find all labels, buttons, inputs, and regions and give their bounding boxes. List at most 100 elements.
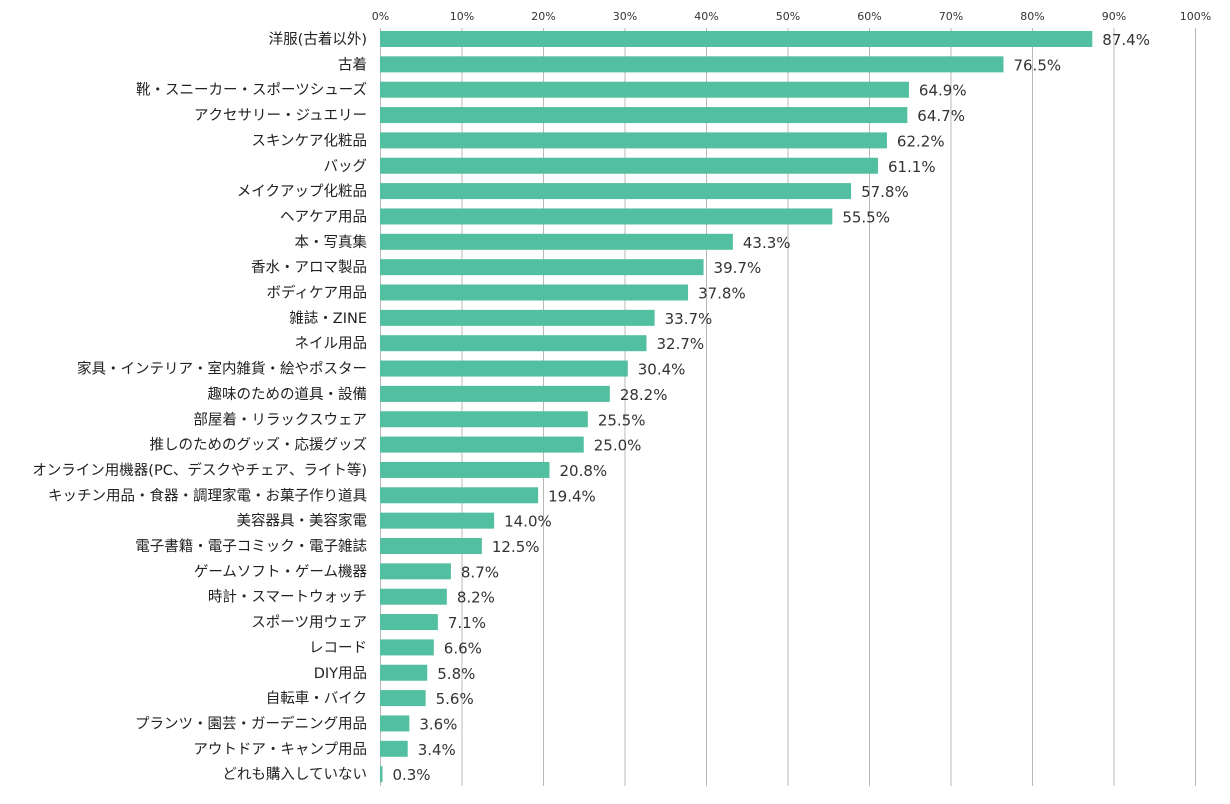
category-label: メイクアップ化粧品	[237, 183, 367, 200]
data-label: 87.4%	[1102, 31, 1150, 49]
value-labels: 87.4% 76.5% 64.9% 64.7% 62.2% 61.1% 57.8% 55.5%…	[392, 31, 1150, 784]
data-label: 19.4%	[548, 487, 596, 505]
data-label: 28.2%	[620, 386, 668, 404]
category-label: 洋服(古着以外)	[269, 31, 367, 48]
data-label: 57.8%	[861, 183, 909, 201]
category-label: レコード	[309, 640, 367, 656]
category-label: アクセサリー・ジュエリー	[194, 107, 367, 124]
data-label: 6.6%	[444, 639, 482, 657]
bar	[380, 588, 447, 605]
x-tick-label: 60%	[857, 10, 881, 23]
x-tick-label: 50%	[776, 10, 800, 23]
category-label: アウトドア・キャンプ用品	[193, 741, 367, 758]
bar	[380, 284, 689, 301]
category-label: 部屋着・リラックスウェア	[193, 411, 367, 428]
data-label: 32.7%	[657, 335, 705, 353]
category-label: 自転車・バイク	[266, 690, 367, 707]
data-label: 8.2%	[457, 589, 495, 607]
data-label: 8.7%	[461, 563, 499, 581]
bar	[380, 664, 428, 681]
data-label: 37.8%	[698, 285, 746, 303]
bar	[380, 487, 539, 504]
data-label: 25.5%	[598, 411, 646, 429]
data-label: 25.0%	[594, 437, 642, 455]
data-label: 20.8%	[560, 462, 608, 480]
bars	[380, 31, 1093, 783]
data-label: 43.3%	[743, 234, 791, 252]
data-label: 5.8%	[437, 665, 475, 683]
x-tick-label: 80%	[1020, 10, 1044, 23]
bar	[380, 309, 655, 326]
category-label: バッグ	[324, 158, 368, 175]
x-tick-label: 0%	[372, 10, 389, 23]
bar	[380, 183, 852, 200]
data-label: 5.6%	[436, 690, 474, 708]
bar	[380, 411, 588, 428]
category-label: 時計・スマートウォッチ	[208, 589, 367, 606]
category-label: 推しのためのグッズ・応援グッズ	[150, 437, 368, 454]
bar	[380, 208, 833, 225]
bar	[380, 740, 408, 757]
data-label: 33.7%	[665, 310, 713, 328]
bar	[380, 715, 410, 732]
category-label: 本・写真集	[295, 233, 368, 251]
bar	[380, 766, 383, 783]
bar	[380, 107, 908, 124]
bar	[380, 360, 628, 377]
data-label: 64.9%	[919, 82, 967, 100]
data-label: 3.4%	[418, 741, 456, 759]
category-label: どれも購入していない	[222, 766, 367, 783]
bar	[380, 690, 426, 707]
data-label: 76.5%	[1013, 56, 1061, 74]
bar	[380, 259, 704, 276]
bar	[380, 56, 1004, 73]
data-label: 55.5%	[842, 208, 890, 226]
x-tick-label: 40%	[694, 10, 718, 23]
category-label: キッチン用品・食器・調理家電・お菓子作り道具	[48, 487, 367, 504]
bar	[380, 157, 878, 174]
bar	[380, 132, 887, 149]
data-label: 61.1%	[888, 158, 936, 176]
bar	[380, 614, 438, 631]
category-label: 古着	[338, 56, 367, 73]
category-label: スキンケア化粧品	[251, 132, 367, 149]
category-label: DIY用品	[314, 665, 367, 682]
x-tick-label: 100%	[1180, 10, 1211, 23]
category-label: 香水・アロマ製品	[251, 259, 367, 276]
data-label: 30.4%	[638, 361, 686, 379]
x-tick-label: 30%	[613, 10, 637, 23]
bar	[380, 639, 434, 656]
x-tick-label: 20%	[531, 10, 555, 23]
bar	[380, 436, 584, 453]
data-label: 39.7%	[714, 259, 762, 277]
x-axis-ticks: 0% 10% 20% 30% 40% 50% 60% 70% 80% 90% 100%	[372, 10, 1211, 23]
bar	[380, 31, 1093, 47]
data-label: 64.7%	[917, 107, 965, 125]
category-label: ヘアケア用品	[280, 208, 367, 225]
category-label: 靴・スニーカー・スポーツシューズ	[136, 82, 367, 99]
category-label: プランツ・園芸・ガーデニング用品	[135, 714, 367, 732]
bar	[380, 81, 909, 98]
category-labels: 洋服(古着以外) 古着靴・スニーカー・スポーツシューズアクセサリー・ジュエリースキ…	[32, 31, 367, 783]
data-label: 3.6%	[419, 715, 457, 733]
bar	[380, 538, 482, 554]
data-label: 0.3%	[392, 766, 430, 784]
data-label: 12.5%	[492, 538, 540, 556]
x-tick-label: 10%	[450, 10, 474, 23]
data-label: 14.0%	[504, 513, 552, 531]
data-label: 7.1%	[448, 614, 486, 632]
category-label: オンライン用機器(PC、デスクやチェア、ライト等)	[32, 461, 367, 479]
category-label: 趣味のための道具・設備	[208, 386, 368, 403]
x-tick-label: 90%	[1102, 10, 1126, 23]
bar	[380, 233, 733, 250]
data-label: 62.2%	[897, 132, 945, 150]
category-label: ゲームソフト・ゲーム機器	[194, 563, 368, 580]
bar	[380, 563, 451, 580]
bar	[380, 461, 550, 478]
gridlines	[380, 28, 1196, 786]
category-label: 美容器具・美容家電	[237, 513, 368, 530]
bar	[380, 335, 647, 352]
category-label: 雑誌・ZINE	[289, 310, 367, 327]
category-label: 電子書籍・電子コミック・電子雑誌	[135, 538, 367, 555]
